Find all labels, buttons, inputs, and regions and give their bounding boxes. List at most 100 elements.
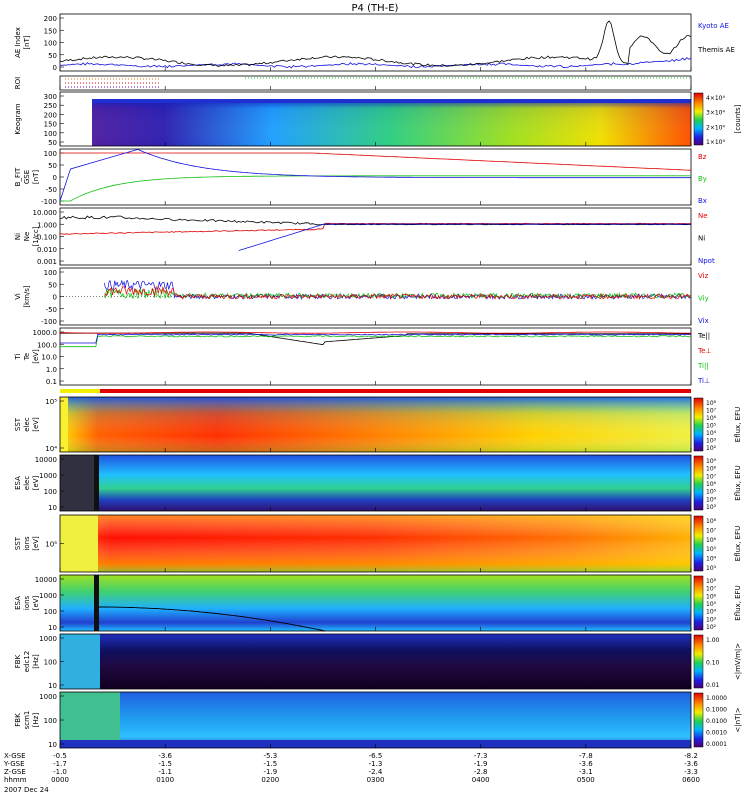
ne-line [59, 222, 692, 235]
ytick-temperature: 1.0 [46, 366, 57, 374]
ephem-value: -3.6 [684, 760, 698, 768]
colorbar-unit-sst_e: Eflux, EFU [734, 407, 742, 442]
ylabel-fbk_scm: FBK [14, 713, 22, 727]
ephem-value: -1.7 [53, 760, 67, 768]
ytick-sst_e: 10⁵ [45, 398, 57, 406]
panel-frame-ae [59, 13, 692, 72]
ylabel-fbk_scm: scm1 [23, 711, 31, 730]
ylabel-density: [1/cc] [32, 226, 40, 246]
velocity-red [104, 285, 692, 300]
ytick-keogram: 200 [44, 111, 57, 119]
temperature-green [60, 335, 692, 348]
temperature-blue [60, 333, 692, 344]
ephem-value: -3.6 [579, 760, 593, 768]
ytick-keogram: 150 [44, 121, 57, 129]
ytick-esa_e: 10000 [35, 456, 57, 464]
ylabel-fbk_edc: [Hz] [32, 654, 40, 669]
ytick-velocity: -100 [41, 318, 57, 326]
ephem-value: -8.2 [684, 752, 698, 760]
ytick-fbk_scm: 100 [44, 717, 57, 725]
ytick-ae: 150 [44, 27, 57, 35]
colorbar-label-keogram: 3×10⁴ [706, 110, 725, 117]
colorbar-unit-sst_i: Eflux, EFU [734, 526, 742, 561]
colorbar-label-fbk_edc: 0.10 [706, 660, 720, 667]
colorbar-sst_e [693, 397, 704, 452]
temperature-red [59, 331, 691, 334]
colorbar-label-keogram: 1×10⁴ [706, 139, 725, 146]
legend-density: Ne [698, 212, 708, 220]
ephem-value: -3.3 [684, 768, 698, 776]
ephem-value: 0600 [682, 776, 700, 784]
ytick-temperature: 0.1 [46, 378, 57, 386]
ylabel-density: Ne [23, 232, 31, 242]
ytick-keogram: 100 [44, 130, 57, 138]
colorbar-label-esa_i: 10⁴ [706, 609, 717, 616]
ylabel-temperature: Te [23, 353, 31, 361]
colorbar-label-fbk_edc: 0.01 [706, 682, 720, 689]
colorbar-label-fbk_scm: 0.0010 [706, 730, 727, 737]
ytick-fbk_scm: 1000 [39, 693, 57, 701]
ephem-value: -6.5 [369, 752, 383, 760]
esa-ion-curve [97, 606, 326, 632]
ytick-esa_i: 10 [48, 624, 57, 632]
ylabel-sst_e: elec [23, 417, 31, 432]
ephem-value: -3.1 [579, 768, 593, 776]
ylabel-sst_i: ions [23, 536, 31, 551]
ylabel-ae: [nT] [23, 35, 31, 49]
ylabel-esa_e: elec [23, 476, 31, 491]
colorbar-label-esa_e: 10⁹ [706, 458, 717, 465]
fbk-edc-image [60, 634, 691, 689]
ytick-temperature: 10.0 [41, 354, 57, 362]
ylabel-keogram: Keogram [14, 103, 22, 134]
ylabel-sst_e: [eV] [32, 417, 40, 432]
legend-density: Npot [698, 257, 715, 265]
colorbar-label-keogram: 2×10⁴ [706, 124, 725, 131]
ylabel-esa_i: [eV] [32, 595, 40, 610]
colorbar-unit-fbk_edc: <|mV/m|> [734, 643, 742, 680]
temperature-black [60, 332, 691, 346]
ephem-value: -2.8 [474, 768, 488, 776]
colorbar-label-fbk_scm: 0.1000 [706, 707, 727, 714]
colorbar-label-sst_e: 10⁵ [706, 423, 717, 430]
legend-velocity: Viy [698, 295, 709, 303]
by-line [60, 175, 691, 202]
ephem-value: 0000 [51, 776, 69, 784]
colorbar-label-esa_i: 10⁸ [706, 578, 717, 585]
sst-ion-image [60, 515, 691, 572]
ephem-value: 0100 [156, 776, 174, 784]
colorbar-label-esa_i: 10⁵ [706, 601, 717, 608]
colorbar-label-esa_e: 10⁸ [706, 466, 717, 473]
ephem-value: 0400 [472, 776, 490, 784]
ytick-velocity: 100 [44, 269, 57, 277]
ephem-label-1: Y-GSE [3, 760, 25, 768]
ytick-velocity: 50 [48, 281, 57, 289]
ytick-keogram: 250 [44, 102, 57, 110]
ylabel-temperature: Ti [14, 353, 22, 360]
themis-ae-line [59, 20, 692, 67]
ephem-value: -7.3 [474, 752, 488, 760]
ylabel-bfit: [nT] [32, 170, 40, 184]
velocity-blue [103, 279, 692, 301]
colorbar-unit-esa_i: Eflux, EFU [734, 585, 742, 620]
ytick-keogram: 50 [48, 139, 57, 147]
colorbar-label-sst_e: 10⁸ [706, 400, 717, 407]
colorbar-label-sst_i: 10⁶ [706, 537, 717, 544]
ephem-value: 0300 [367, 776, 385, 784]
ylabel-sst_i: [eV] [32, 536, 40, 551]
ytick-ae: 50 [48, 52, 57, 60]
ylabel-bfit: GSE [23, 170, 31, 184]
colorbar-label-esa_e: 10⁷ [706, 473, 717, 480]
ephem-date: 2007 Dec 24 [4, 786, 49, 794]
colorbar-label-esa_i: 10³ [706, 616, 717, 623]
colorbar-label-esa_i: 10⁶ [706, 593, 717, 600]
ytick-density: 0.001 [37, 258, 57, 266]
ytick-bfit: 100 [44, 150, 57, 158]
ytick-density: 0.010 [37, 246, 57, 254]
ylabel-esa_i: ESA [14, 596, 22, 610]
ephem-value: -1.1 [158, 768, 172, 776]
ephem-label-3: hhmm [4, 776, 27, 784]
colorbar-esa_i [693, 575, 704, 631]
legend-temperature: Te⊥ [697, 347, 712, 355]
